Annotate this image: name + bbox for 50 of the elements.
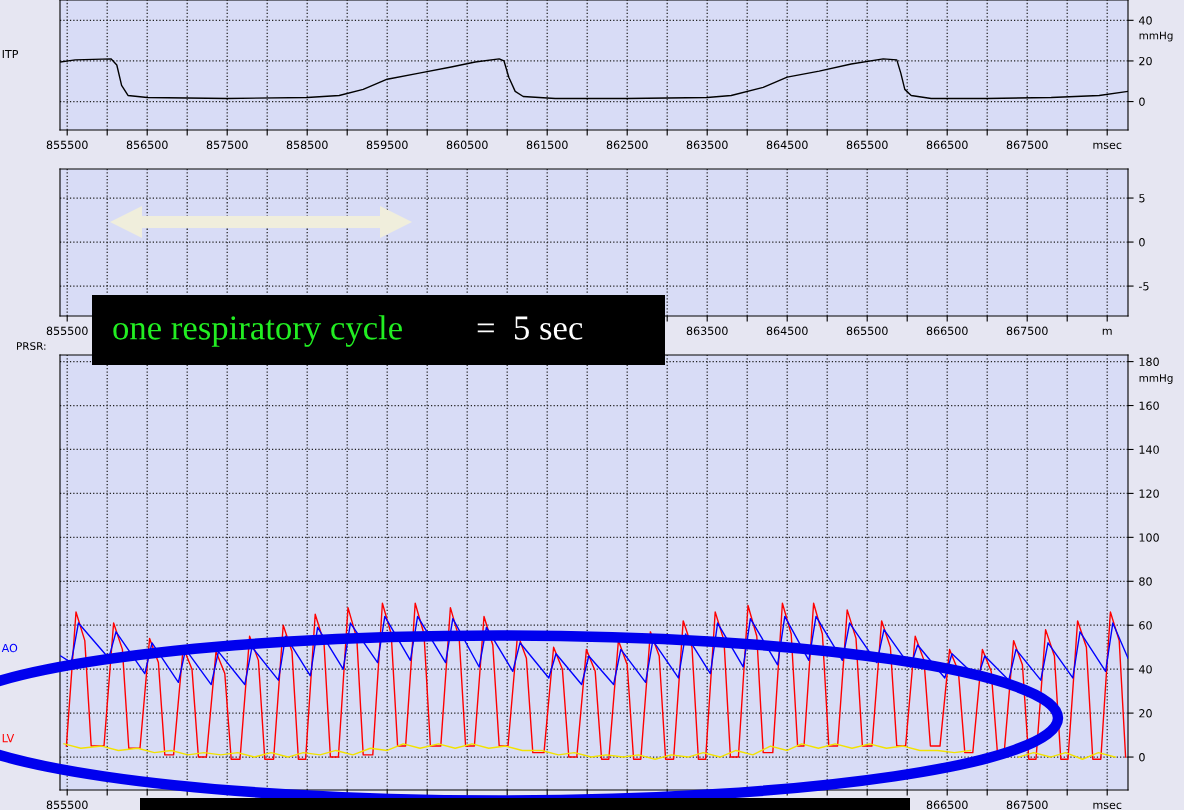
y-tick-label: 40 bbox=[1138, 665, 1152, 674]
y-tick-label: 180 bbox=[1139, 357, 1159, 366]
y-tick-label: 80 bbox=[1139, 577, 1152, 586]
x-tick-label: 864500 bbox=[766, 326, 808, 336]
x-tick-label: 861500 bbox=[526, 140, 568, 150]
y-tick-label: 20 bbox=[1139, 56, 1152, 66]
x-tick-label: 860500 bbox=[446, 140, 488, 150]
text: PRSR: bbox=[17, 342, 46, 351]
x-tick-label: 857500 bbox=[206, 140, 248, 150]
x-tick-label: 866500 bbox=[926, 140, 968, 150]
x-tick-label: 865500 bbox=[846, 140, 888, 150]
x-tick-label: msec bbox=[1093, 802, 1122, 810]
text: mmHg bbox=[1139, 374, 1173, 384]
y-tick-label: 160 bbox=[1139, 401, 1159, 410]
x-tick-label: 862500 bbox=[606, 140, 648, 150]
x-tick-label: 864500 bbox=[766, 140, 808, 150]
text: = 5 sec bbox=[477, 316, 583, 340]
y-tick-label: 5 bbox=[1139, 194, 1145, 203]
x-tick-label: 856500 bbox=[126, 140, 168, 150]
x-tick-label: msec bbox=[1093, 142, 1122, 150]
x-tick-label: 866500 bbox=[926, 326, 968, 336]
y-tick-label: 140 bbox=[1139, 445, 1159, 454]
text: mmHg bbox=[1139, 31, 1173, 42]
x-tick-label: 865500 bbox=[846, 326, 888, 336]
x-tick-label: 867500 bbox=[1006, 800, 1048, 810]
y-tick-label: 120 bbox=[1139, 489, 1159, 498]
x-tick-label: m bbox=[1102, 328, 1112, 335]
x-tick-label: 867500 bbox=[1006, 326, 1048, 336]
x-tick-label: 867500 bbox=[1006, 140, 1048, 150]
x-tick-label: 866500 bbox=[926, 800, 968, 810]
x-tick-label: 859500 bbox=[366, 140, 408, 150]
line-series bbox=[60, 615, 1128, 686]
x-tick-label: 863500 bbox=[686, 140, 728, 150]
y-tick-label: 0 bbox=[1139, 97, 1145, 106]
y-tick-label: 20 bbox=[1139, 709, 1152, 718]
y-tick-label: -5 bbox=[1138, 282, 1149, 291]
y-tick-label: 40 bbox=[1138, 16, 1152, 25]
y-tick-label: 60 bbox=[1139, 621, 1152, 630]
x-tick-label: 855500 bbox=[46, 140, 88, 150]
text: AO bbox=[1, 643, 18, 653]
y-tick-label: 0 bbox=[1139, 753, 1145, 762]
text: ITP bbox=[2, 49, 19, 59]
x-tick-label: 855500 bbox=[46, 800, 88, 810]
x-tick-label: 855500 bbox=[46, 326, 88, 336]
y-tick-label: 0 bbox=[1139, 238, 1145, 247]
x-tick-label: 858500 bbox=[286, 140, 328, 150]
x-tick-label: 863500 bbox=[686, 326, 728, 336]
text: LV bbox=[2, 734, 15, 743]
y-tick-label: 100 bbox=[1139, 533, 1159, 542]
annotation: one respiratory cycle bbox=[113, 315, 402, 347]
